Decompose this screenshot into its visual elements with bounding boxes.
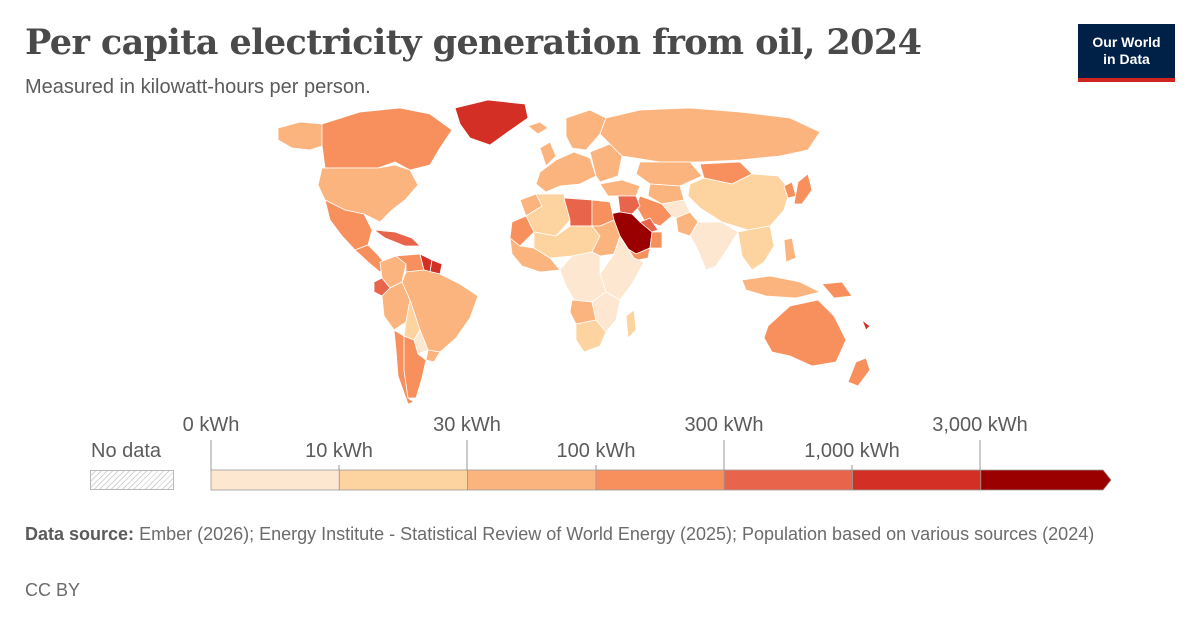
- license[interactable]: CC BY: [25, 580, 81, 600]
- legend-bin[interactable]: [852, 469, 982, 491]
- no-data-swatch: [90, 470, 174, 490]
- map-region[interactable]: [575, 319, 607, 353]
- owid-logo[interactable]: Our World in Data: [1078, 24, 1175, 82]
- data-source-text: Ember (2026); Energy Institute - Statist…: [139, 524, 1095, 544]
- logo-line-2: in Data: [1103, 51, 1150, 67]
- map-region[interactable]: [821, 281, 853, 299]
- map-region[interactable]: [373, 229, 421, 247]
- map-region[interactable]: [565, 109, 607, 151]
- legend-bin[interactable]: [338, 469, 468, 491]
- map-region[interactable]: [847, 357, 871, 387]
- map-region[interactable]: [425, 349, 441, 363]
- data-source: Data source: Ember (2026); Energy Instit…: [25, 522, 1145, 546]
- map-region[interactable]: [649, 231, 663, 249]
- legend-tick-300kwh: 300 kWh: [684, 414, 764, 436]
- map-region[interactable]: [527, 121, 549, 135]
- legend-bin[interactable]: [595, 469, 725, 491]
- legend-tick-1000kwh: 1,000 kWh: [804, 440, 900, 462]
- legend-tick-10kwh: 10 kWh: [305, 440, 373, 462]
- map-region[interactable]: [599, 179, 641, 197]
- map-region[interactable]: [687, 173, 791, 231]
- map-region[interactable]: [793, 173, 813, 205]
- legend-bin[interactable]: [210, 469, 340, 491]
- map-region[interactable]: [539, 141, 557, 167]
- map-region[interactable]: [535, 151, 597, 193]
- map-region[interactable]: [639, 217, 659, 233]
- map-region[interactable]: [741, 275, 821, 299]
- legend-bin[interactable]: [723, 469, 853, 491]
- map-region[interactable]: [737, 225, 775, 271]
- logo-line-1: Our World: [1092, 34, 1161, 50]
- legend-bin[interactable]: [467, 469, 597, 491]
- map-region[interactable]: [277, 121, 326, 151]
- map-region[interactable]: [403, 335, 427, 399]
- map-region[interactable]: [509, 215, 535, 247]
- map-region[interactable]: [454, 99, 529, 146]
- no-data-label: No data: [91, 440, 162, 462]
- legend-tick-3000kwh: 3,000 kWh: [932, 414, 1028, 436]
- legend-bin[interactable]: [980, 469, 1112, 491]
- chart-subtitle: Measured in kilowatt-hours per person.: [25, 76, 371, 98]
- map-region[interactable]: [763, 299, 847, 367]
- legend-tick-100kwh: 100 kWh: [556, 440, 636, 462]
- chart-title: Per capita electricity generation from o…: [25, 22, 922, 63]
- map-region[interactable]: [599, 107, 821, 163]
- legend-tick-30kwh: 30 kWh: [433, 414, 501, 436]
- legend-tick-0kwh: 0 kWh: [182, 414, 240, 436]
- map-region[interactable]: [625, 309, 637, 339]
- map-region[interactable]: [617, 195, 641, 215]
- map-region[interactable]: [861, 319, 871, 331]
- map-region[interactable]: [689, 221, 739, 271]
- map-region[interactable]: [783, 237, 797, 263]
- data-source-label: Data source:: [25, 524, 135, 544]
- map-region[interactable]: [559, 251, 607, 303]
